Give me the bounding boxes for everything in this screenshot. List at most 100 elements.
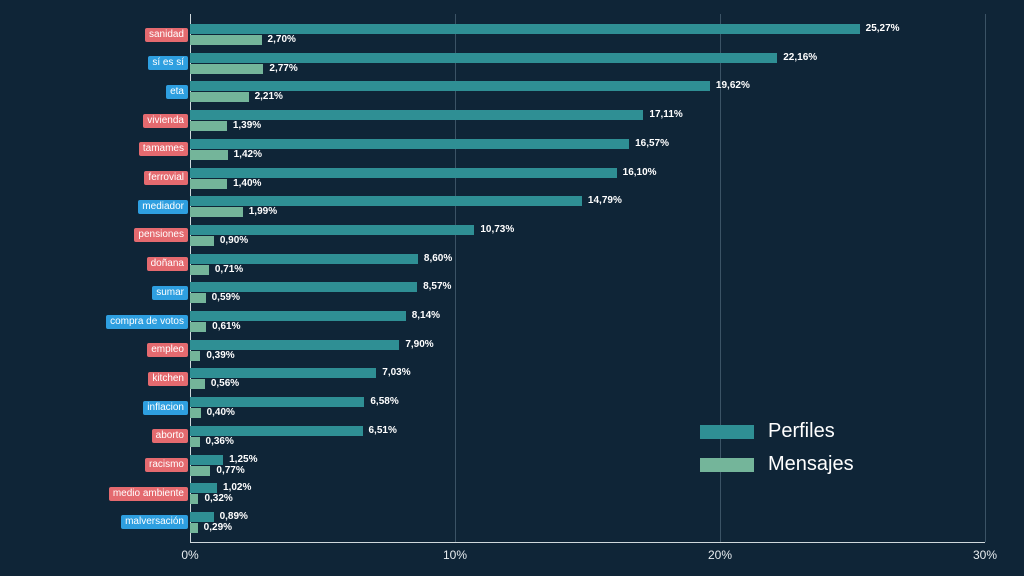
bar-value-perfiles: 22,16% [783,52,817,64]
bar-value-mensajes: 1,40% [233,178,261,190]
bar-value-mensajes: 0,39% [206,350,234,362]
x-tick-label: 30% [973,548,997,562]
bar-value-mensajes: 0,56% [211,378,239,390]
bar-value-mensajes: 0,36% [206,436,234,448]
x-axis-line [190,542,985,543]
bar-value-perfiles: 10,73% [480,224,514,236]
gridline [455,14,456,542]
bar-value-perfiles: 6,51% [369,425,397,437]
bar-value-perfiles: 8,57% [423,281,451,293]
chart-stage: 0%10%20%30%sanidad25,27%2,70%sí es sí22,… [0,0,1024,576]
bar-perfiles [190,368,376,378]
bar-value-mensajes: 0,61% [212,321,240,333]
bar-mensajes [190,379,205,389]
bar-value-perfiles: 6,58% [370,396,398,408]
category-label: compra de votos [106,315,188,329]
bar-perfiles [190,225,474,235]
bar-perfiles [190,168,617,178]
bar-value-perfiles: 17,11% [649,109,682,121]
bar-perfiles [190,81,710,91]
bar-value-mensajes: 1,39% [233,120,261,132]
category-label: racismo [145,458,188,472]
category-label: pensiones [134,228,188,242]
bar-mensajes [190,121,227,131]
bar-perfiles [190,196,582,206]
bar-value-mensajes: 0,77% [216,465,244,477]
category-label: malversación [121,515,188,529]
legend-label: Mensajes [768,453,854,476]
bar-mensajes [190,523,198,533]
bar-value-mensajes: 0,29% [204,522,232,534]
bar-mensajes [190,293,206,303]
bar-value-perfiles: 14,79% [588,195,622,207]
category-label: doñana [147,257,188,271]
category-label: vivienda [143,114,188,128]
bar-mensajes [190,64,263,74]
category-label: medio ambiente [109,487,188,501]
bar-mensajes [190,322,206,332]
category-label: sumar [152,286,188,300]
bar-mensajes [190,35,262,45]
x-tick-label: 0% [181,548,198,562]
bar-perfiles [190,139,629,149]
bar-value-mensajes: 0,90% [220,235,248,247]
bar-value-mensajes: 0,32% [204,493,232,505]
legend-label: Perfiles [768,420,835,443]
bar-perfiles [190,483,217,493]
bar-mensajes [190,179,227,189]
category-label: empleo [147,343,188,357]
category-label: kitchen [148,372,188,386]
bar-perfiles [190,340,399,350]
bar-value-perfiles: 25,27% [866,23,900,35]
bar-value-mensajes: 1,99% [249,206,277,218]
legend-row: Mensajes [700,453,854,476]
bar-value-mensajes: 1,42% [234,149,262,161]
bar-value-mensajes: 2,21% [255,91,283,103]
bar-value-mensajes: 2,77% [269,63,297,75]
bar-value-perfiles: 16,57% [635,138,669,150]
bar-value-mensajes: 0,71% [215,264,243,276]
bar-perfiles [190,254,418,264]
bar-value-mensajes: 0,59% [212,292,240,304]
category-label: sanidad [145,28,188,42]
bar-value-mensajes: 0,40% [207,407,235,419]
bar-perfiles [190,24,860,34]
category-label: aborto [152,429,188,443]
bar-mensajes [190,265,209,275]
bar-mensajes [190,494,198,504]
bar-mensajes [190,466,210,476]
category-label: tamames [139,142,188,156]
category-label: mediador [138,200,188,214]
bar-mensajes [190,92,249,102]
bar-mensajes [190,351,200,361]
bar-value-perfiles: 7,03% [382,367,410,379]
bar-perfiles [190,311,406,321]
bar-perfiles [190,426,363,436]
bar-perfiles [190,282,417,292]
x-tick-label: 10% [443,548,467,562]
legend-row: Perfiles [700,420,854,443]
bar-mensajes [190,408,201,418]
bar-value-perfiles: 7,90% [405,339,433,351]
bar-perfiles [190,455,223,465]
x-tick-label: 20% [708,548,732,562]
category-label: eta [166,85,188,99]
bar-value-perfiles: 19,62% [716,80,750,92]
legend-swatch [700,458,754,472]
gridline [985,14,986,542]
legend-swatch [700,425,754,439]
category-label: sí es sí [148,56,188,70]
legend: Perfiles Mensajes [700,420,854,486]
category-label: ferrovial [144,171,188,185]
bar-perfiles [190,53,777,63]
bar-value-perfiles: 16,10% [623,167,657,179]
bar-perfiles [190,512,214,522]
bar-value-perfiles: 8,60% [424,253,452,265]
bar-perfiles [190,397,364,407]
category-label: inflacion [143,401,188,415]
bar-value-perfiles: 8,14% [412,310,440,322]
bar-mensajes [190,236,214,246]
bar-mensajes [190,150,228,160]
bar-perfiles [190,110,643,120]
bar-mensajes [190,437,200,447]
